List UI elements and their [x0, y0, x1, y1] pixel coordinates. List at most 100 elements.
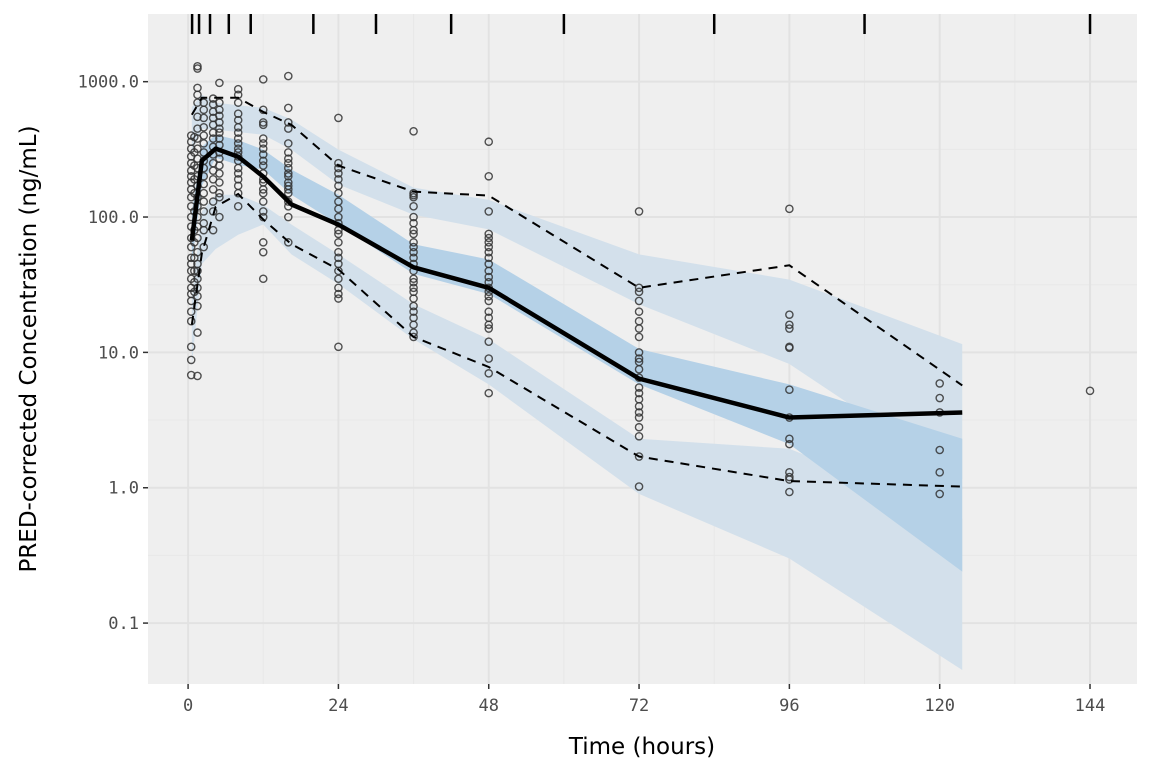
- observation-point: [284, 103, 293, 113]
- observation-point: [634, 207, 644, 216]
- observation-point: [785, 434, 794, 444]
- observation-point: [409, 307, 418, 316]
- observation-point: [233, 128, 243, 137]
- observation-point: [334, 253, 343, 263]
- observation-point: [215, 188, 224, 198]
- observation-point: [334, 289, 343, 299]
- observation-point: [785, 324, 794, 333]
- observation-point: [284, 171, 293, 181]
- observation-point: [193, 98, 202, 107]
- observation-point: [785, 343, 794, 353]
- observation-point: [258, 134, 268, 143]
- observation-point: [186, 253, 196, 263]
- p95-ci-band: [191, 94, 963, 480]
- observation-point: [193, 274, 202, 284]
- observation-point: [199, 123, 209, 132]
- observation-point: [193, 247, 202, 257]
- observation-point: [634, 364, 644, 374]
- x-tick-label: 96: [779, 696, 799, 716]
- observation-point: [284, 212, 293, 222]
- observation-point: [215, 124, 224, 133]
- x-tick-label: 48: [478, 696, 498, 716]
- observation-point: [258, 238, 268, 247]
- observation-point: [233, 109, 243, 118]
- observation-point: [484, 207, 494, 216]
- observation-point: [233, 84, 243, 94]
- observation-point: [484, 296, 494, 306]
- observation-point: [334, 274, 343, 284]
- observation-point: [284, 188, 293, 198]
- observation-point: [284, 71, 293, 81]
- observation-point: [199, 105, 209, 115]
- observation-point: [208, 185, 218, 194]
- observation-point: [334, 229, 343, 239]
- observation-point: [409, 277, 418, 287]
- observation-point: [193, 64, 202, 73]
- observation-point: [634, 388, 644, 398]
- observation-point: [409, 202, 418, 211]
- observation-point: [334, 158, 343, 168]
- observation-point: [409, 247, 418, 257]
- observation-point: [199, 197, 209, 206]
- observation-point: [258, 207, 268, 216]
- observation-point: [190, 266, 199, 276]
- observation-point: [409, 126, 418, 136]
- observation-point: [484, 369, 494, 378]
- observation-point: [284, 154, 293, 163]
- observation-point: [634, 354, 644, 363]
- y-tick-label: 100.0: [88, 208, 139, 228]
- observation-point: [409, 332, 418, 342]
- observation-point: [409, 301, 418, 311]
- observation-point: [409, 242, 418, 252]
- observation-point: [258, 150, 268, 159]
- bin-boundary-rug: [190, 14, 1092, 34]
- y-tick-label: 1.0: [108, 479, 139, 499]
- observation-point: [258, 120, 268, 130]
- observation-point: [258, 247, 268, 257]
- observation-point: [484, 388, 494, 398]
- observation-point: [484, 242, 494, 252]
- observation-point: [186, 342, 196, 352]
- observation-point: [785, 487, 794, 497]
- observation-point: [284, 118, 293, 127]
- observation-point: [484, 247, 494, 257]
- y-tick-label: 10.0: [98, 343, 139, 363]
- observation-point: [484, 307, 494, 316]
- observation-point: [258, 197, 268, 206]
- observation-point: [193, 124, 202, 133]
- observation-point: [334, 204, 343, 214]
- observation-point: [284, 197, 293, 206]
- observation-point: [785, 475, 794, 484]
- observation-point: [284, 148, 293, 157]
- observation-point: [233, 123, 243, 132]
- observation-point: [935, 379, 945, 388]
- observation-point: [215, 192, 224, 202]
- observation-point: [484, 171, 494, 181]
- observation-point: [935, 489, 945, 499]
- p05-ci-band: [191, 194, 963, 671]
- x-tick-label: 120: [924, 696, 955, 716]
- observation-point: [785, 310, 794, 319]
- observation-point: [634, 422, 644, 432]
- observation-point: [233, 134, 243, 143]
- observation-point: [284, 158, 293, 168]
- observation-point: [193, 291, 202, 301]
- observation-point: [334, 247, 343, 257]
- x-tick-label: 144: [1075, 696, 1106, 716]
- simulated-ci-bands: [191, 94, 963, 671]
- observation-point: [484, 266, 494, 276]
- observation-point: [186, 316, 196, 326]
- y-tick-label: 1000.0: [78, 73, 139, 93]
- observation-point: [785, 472, 794, 482]
- observed-p05-line: [190, 192, 963, 488]
- observation-point: [215, 78, 224, 88]
- observation-point: [258, 188, 268, 198]
- observation-point: [785, 439, 794, 449]
- observation-point: [258, 75, 268, 84]
- observation-point: [258, 144, 268, 153]
- observation-point: [233, 202, 243, 211]
- x-axis-title: Time (hours): [568, 734, 715, 760]
- x-tick-label: 0: [183, 696, 193, 716]
- x-tick-label: 24: [328, 696, 348, 716]
